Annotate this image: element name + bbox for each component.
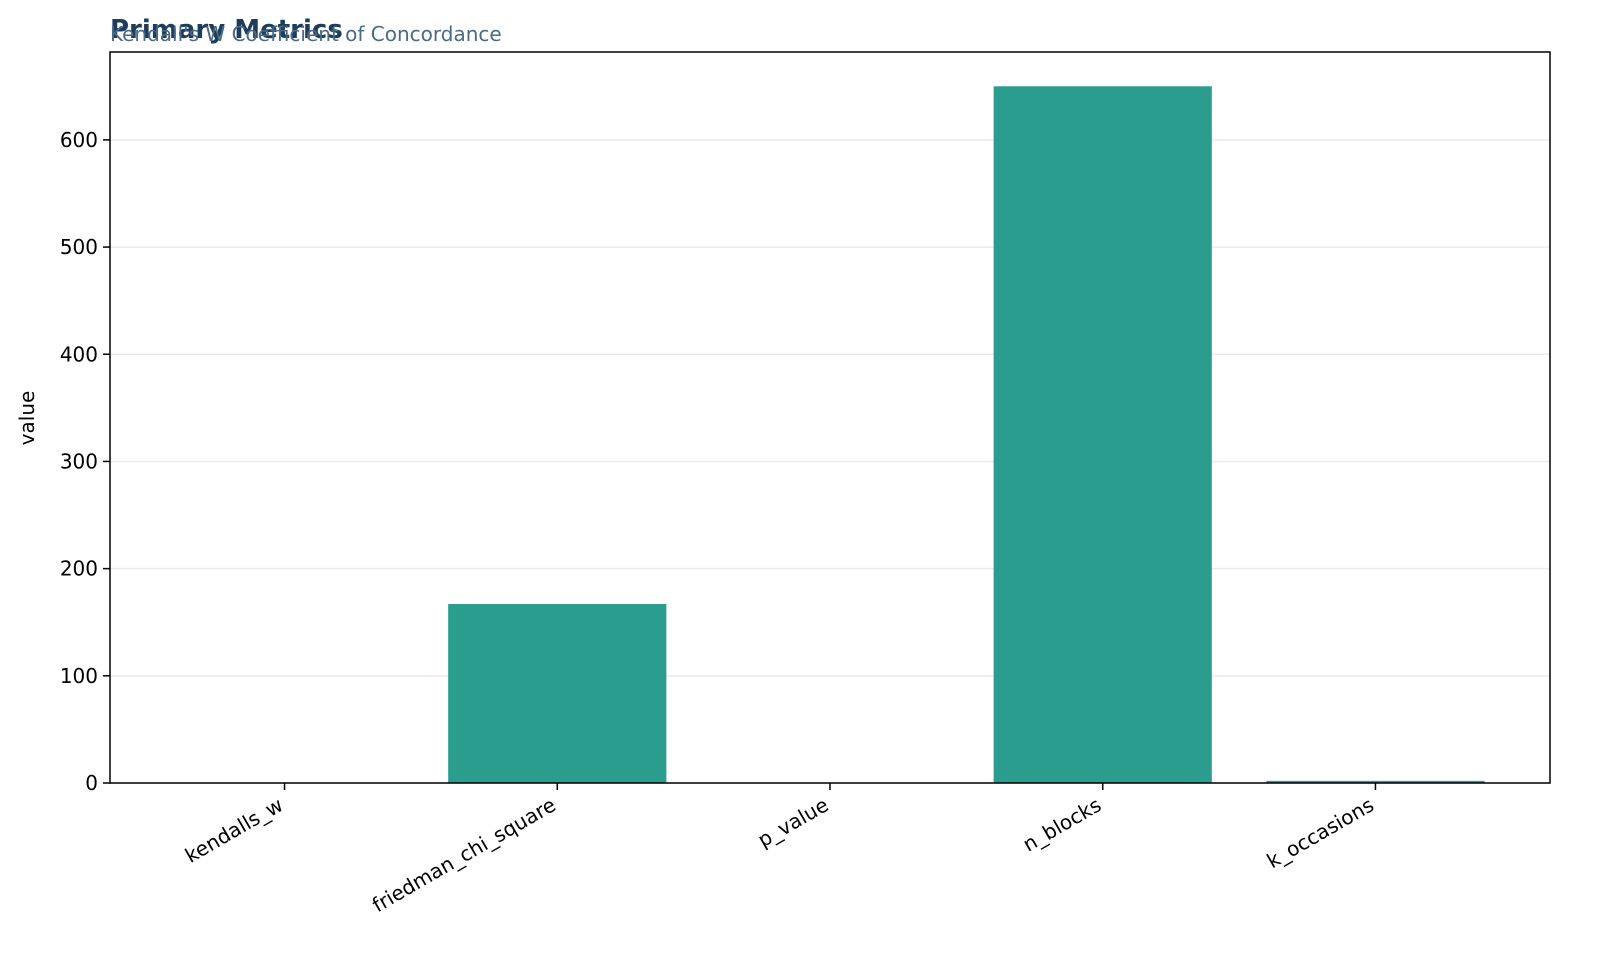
y-tick-label: 600: [60, 128, 98, 152]
y-tick-label: 200: [60, 557, 98, 581]
x-tick-label: kendalls_w: [181, 793, 287, 868]
chart-subtitle: Kendall's W Coefficient of Concordance: [110, 22, 502, 46]
bar: [1266, 780, 1485, 783]
x-tick-label: k_occasions: [1263, 793, 1378, 873]
plot-frame: [109, 51, 1551, 784]
grid: [110, 139, 1550, 784]
bar: [993, 86, 1212, 783]
chart-title: Primary Metrics: [110, 15, 343, 45]
bars: [175, 86, 1485, 783]
x-tick-label: n_blocks: [1019, 793, 1106, 857]
y-tick-label: 300: [60, 449, 98, 473]
y-axis-label: value: [15, 391, 39, 446]
x-tick-label: friedman_chi_square: [368, 793, 560, 918]
y-tick-label: 100: [60, 664, 98, 688]
y-tick-label: 0: [85, 771, 98, 795]
bar: [448, 604, 667, 783]
y-tick-label: 400: [60, 342, 98, 366]
y-tick-label: 500: [60, 235, 98, 259]
x-tick-label: p_value: [754, 793, 833, 852]
